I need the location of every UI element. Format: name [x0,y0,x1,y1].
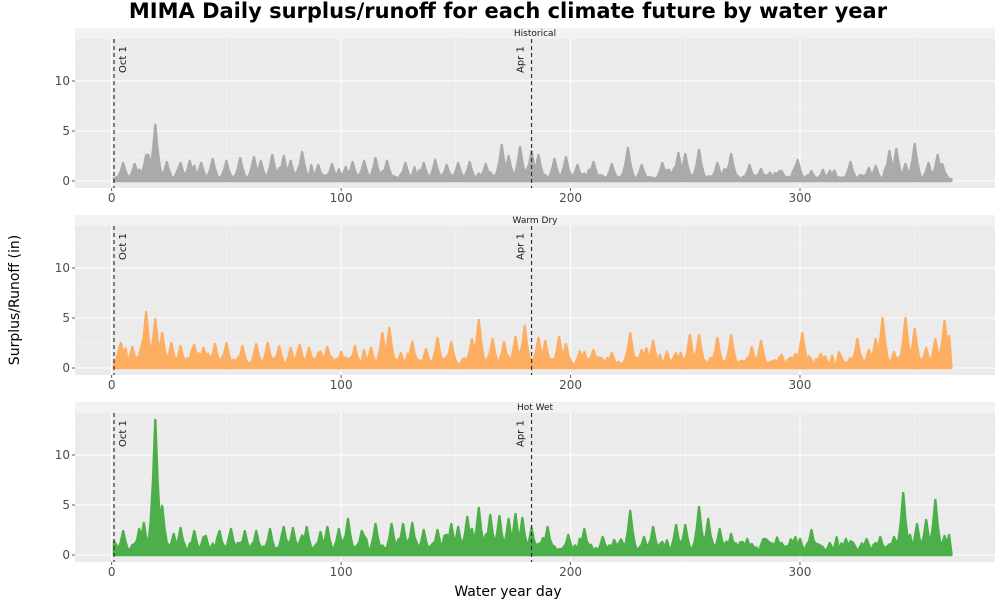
x-tick-label: 100 [330,191,353,205]
x-tick-label: 0 [108,565,116,579]
chart-title: MIMA Daily surplus/runoff for each clima… [129,0,888,23]
panel-strip [75,402,995,413]
y-tick-label: 0 [62,361,70,375]
y-tick-label: 5 [62,311,70,325]
x-tick-label: 300 [789,191,812,205]
panel-strip [75,28,995,39]
reference-line-label: Apr 1 [516,233,527,260]
panel-background [75,39,995,188]
panel-strip [75,215,995,226]
x-tick-label: 200 [559,378,582,392]
series-area [112,123,953,183]
reference-line-label: Apr 1 [516,420,527,447]
x-tick-label: 200 [559,565,582,579]
reference-line-label: Apr 1 [516,46,527,73]
y-tick-label: 5 [62,498,70,512]
x-tick-label: 0 [108,191,116,205]
x-tick-label: 300 [789,565,812,579]
y-tick-label: 5 [62,124,70,138]
x-tick-label: 100 [330,565,353,579]
reference-line-label: Oct 1 [118,46,129,73]
y-tick-label: 0 [62,548,70,562]
y-tick-label: 0 [62,174,70,188]
x-axis-title: Water year day [454,584,561,600]
y-tick-label: 10 [55,74,70,88]
x-tick-label: 0 [108,378,116,392]
y-tick-label: 10 [55,448,70,462]
reference-line-label: Oct 1 [118,420,129,447]
reference-line-label: Oct 1 [118,233,129,260]
x-tick-label: 300 [789,378,812,392]
series-area [112,418,953,557]
panel-strip-label: Warm Dry [513,216,559,226]
y-axis-title: Surplus/Runoff (in) [7,235,23,365]
y-tick-label: 10 [55,261,70,275]
x-tick-label: 200 [559,191,582,205]
series-area [112,310,953,370]
x-tick-label: 100 [330,378,353,392]
panel-strip-label: Historical [514,29,556,39]
panel-strip-label: Hot Wet [517,403,554,413]
